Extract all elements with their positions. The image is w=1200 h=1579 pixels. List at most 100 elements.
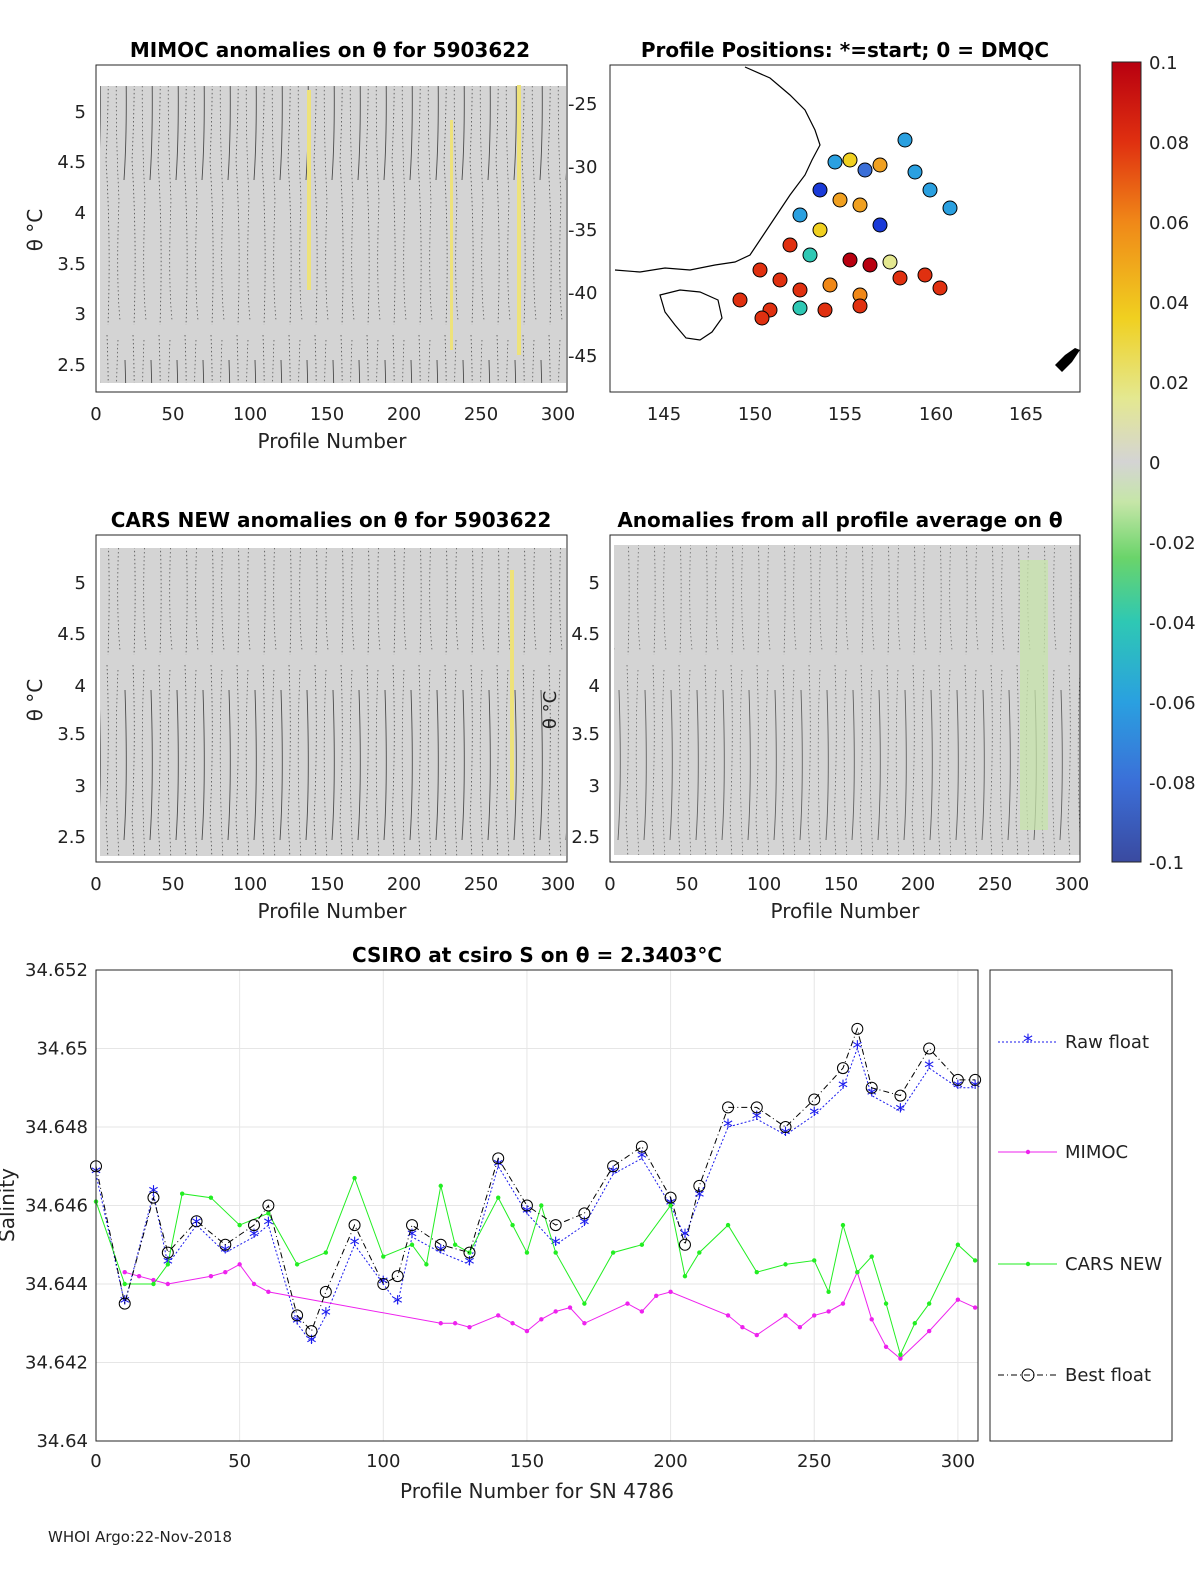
data-point-cars-new [266, 1211, 271, 1216]
data-point-best-float [391, 1270, 404, 1283]
positions-xtick: 150 [738, 404, 772, 425]
data-point-best-float [722, 1101, 735, 1114]
profile-marker [897, 132, 913, 148]
data-point-raw-float: * [350, 1233, 360, 1257]
data-point-mimoc [208, 1273, 214, 1279]
profile-marker [922, 182, 938, 198]
salinity-title-unit: °C [697, 943, 722, 967]
data-point-cars-new [524, 1250, 530, 1255]
mimoc-ytick: 3.5 [57, 254, 86, 275]
cars-ytick: 4.5 [57, 624, 86, 645]
footer-credit: WHOI Argo:22-Nov-2018 [48, 1528, 232, 1546]
cars-title: CARS NEW anomalies on θ for 5903622 [111, 508, 552, 532]
data-point-raw-float: * [680, 1225, 690, 1249]
colorbar-tick: -0.06 [1149, 693, 1196, 714]
cars-xtick: 300 [541, 874, 575, 895]
mimoc-xtick: 300 [541, 404, 575, 425]
data-point-best-float [118, 1297, 131, 1310]
data-point-cars-new [165, 1262, 171, 1267]
legend-mimoc: MIMOC [1065, 1142, 1128, 1163]
allprof-ytick: 4.5 [571, 624, 600, 645]
mimoc-ytick: 5 [75, 102, 86, 123]
data-point-raw-float: * [306, 1331, 316, 1355]
data-point-mimoc [237, 1262, 242, 1267]
profile-marker [907, 164, 923, 180]
mimoc-xtick: 150 [310, 404, 344, 425]
cars-ytick: 3 [75, 776, 86, 797]
salinity-ytick: 34.644 [25, 1274, 88, 1295]
data-point-raw-float: * [522, 1201, 532, 1225]
salinity-xlabel: Profile Number for SN 4786 [400, 1479, 674, 1503]
series-line-cars-new [95, 1176, 976, 1357]
data-point-mimoc [754, 1332, 759, 1338]
data-point-cars-new [754, 1270, 759, 1275]
data-point-best-float [262, 1199, 275, 1212]
data-point-raw-float: * [924, 1056, 934, 1080]
cars-xtick: 100 [233, 874, 267, 895]
mimoc-warm-streak-3 [517, 85, 521, 355]
cars-ytick: 5 [75, 573, 86, 594]
data-point-mimoc [251, 1281, 257, 1287]
colorbar-tick: -0.02 [1149, 533, 1196, 554]
profile-marker [782, 237, 798, 253]
colorbar-tick: -0.08 [1149, 773, 1196, 794]
colorbar-tick: -0.1 [1149, 853, 1184, 874]
profile-marker [817, 302, 833, 318]
series-line-raw-float [95, 1046, 976, 1344]
profile-marker [857, 162, 873, 178]
colorbar-tick: 0.02 [1149, 373, 1189, 394]
cars-axes [95, 534, 568, 863]
data-point-cars-new [869, 1254, 874, 1259]
data-point-best-float [678, 1238, 691, 1251]
salinity-series: ************************************* [90, 1022, 982, 1361]
data-point-best-float [664, 1191, 677, 1204]
data-point-best-float [463, 1246, 476, 1259]
data-point-mimoc [136, 1273, 142, 1279]
data-point-best-float [578, 1207, 591, 1220]
profile-marker [822, 277, 838, 293]
colorbar-ticks: 0.1 0.08 0.06 0.04 0.02 0 -0.02 -0.04 -0… [1149, 53, 1196, 874]
data-point-best-float [851, 1022, 864, 1035]
data-point-raw-float: * [723, 1115, 733, 1139]
colorbar-gradient [1111, 61, 1142, 863]
data-point-raw-float: * [781, 1123, 791, 1147]
allprof-ytick: 5 [589, 573, 600, 594]
mimoc-xtick: 250 [464, 404, 498, 425]
data-point-raw-float: * [292, 1311, 302, 1335]
allprof-xtick: 100 [747, 874, 781, 895]
positions-xtick: 155 [828, 404, 862, 425]
data-point-cars-new [294, 1262, 300, 1267]
data-point-best-float [779, 1121, 792, 1133]
data-point-raw-float: * [393, 1292, 403, 1316]
salinity-title-main: CSIRO at csiro S on θ = 2.3403 [352, 943, 697, 967]
data-point-raw-float: * [637, 1146, 647, 1170]
colorbar-tick: 0.1 [1149, 53, 1178, 74]
allprof-contours [614, 545, 1080, 855]
salinity-ytick: 34.646 [25, 1196, 88, 1217]
data-point-best-float [291, 1309, 304, 1322]
data-point-raw-float: * [867, 1084, 877, 1108]
data-point-mimoc [668, 1289, 673, 1295]
mimoc-warm-streak-1 [307, 90, 311, 290]
salinity-xtick: 300 [941, 1451, 975, 1472]
allprof-xtick: 300 [1055, 874, 1089, 895]
data-point-raw-float: * [608, 1162, 618, 1186]
tasmania [659, 289, 723, 341]
profile-marker [812, 182, 828, 198]
data-point-mimoc [165, 1281, 171, 1287]
allprof-ytick: 2.5 [571, 827, 600, 848]
data-point-best-float [969, 1073, 982, 1086]
legend-cars-new-marker [1025, 1261, 1031, 1267]
data-point-best-float [836, 1062, 849, 1075]
cars-xtick: 0 [90, 874, 101, 895]
allprof-xtick: 0 [604, 874, 615, 895]
data-point-raw-float: * [752, 1107, 762, 1131]
legend: * Raw float MIMOC CARS NEW Best float [989, 969, 1173, 1442]
data-point-raw-float: * [263, 1213, 273, 1237]
allprof-xticks: 0 50 100 150 200 250 300 [604, 874, 1089, 895]
data-point-mimoc [625, 1301, 630, 1306]
data-point-raw-float: * [694, 1186, 704, 1210]
data-point-best-float [190, 1215, 203, 1228]
mimoc-xticks: 0 50 100 150 200 250 300 [90, 404, 575, 425]
